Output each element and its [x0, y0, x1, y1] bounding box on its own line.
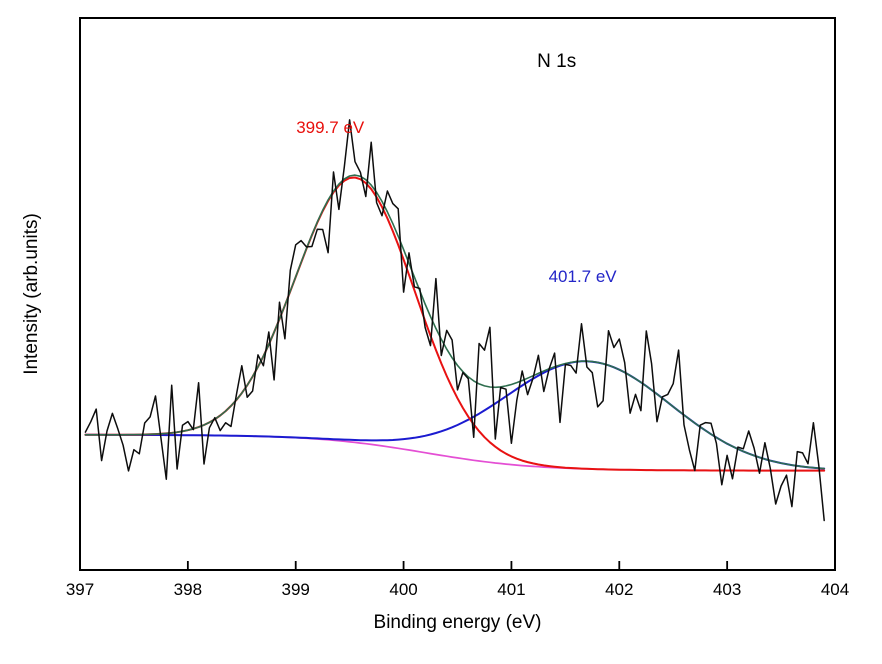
- peak-annotation-1: 399.7 eV: [296, 118, 365, 138]
- raw-data-line: [84, 119, 825, 522]
- plot-title: N 1s: [537, 51, 577, 73]
- x-tick-label: 403: [712, 580, 742, 599]
- background-line: [84, 433, 826, 472]
- x-tick-label: 397: [65, 580, 95, 599]
- x-tick-label: 399: [281, 580, 310, 599]
- x-tick-label: 398: [173, 580, 203, 599]
- component-401-line: [84, 360, 826, 470]
- x-axis-label: Binding energy (eV): [373, 612, 542, 633]
- x-tick-label: 404: [820, 580, 850, 599]
- x-tick-label: 400: [389, 580, 418, 599]
- x-tick-label: 401: [497, 580, 526, 599]
- envelope-line: [84, 174, 826, 470]
- x-tick-label: 402: [605, 580, 634, 599]
- peak-annotation-2: 401.7 eV: [548, 267, 617, 287]
- y-axis-label: Intensity (arb.units): [21, 213, 42, 375]
- axes-frame: [79, 17, 836, 571]
